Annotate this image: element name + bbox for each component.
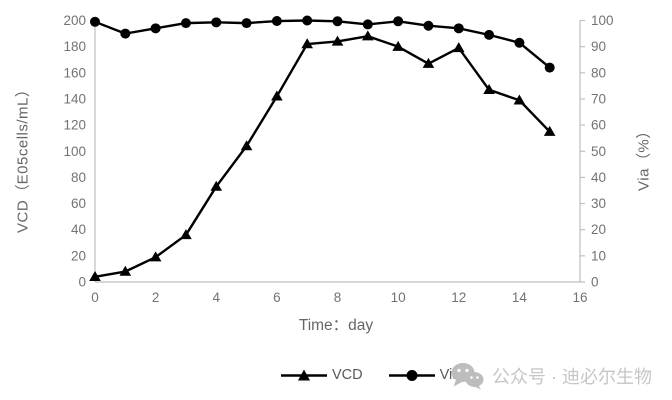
y-tick-label-left: 140: [63, 91, 86, 106]
vcd-series-line: [94, 34, 551, 278]
vcd-data-point: [452, 42, 465, 53]
x-tick-label: 2: [152, 290, 160, 305]
x-tick-label: 14: [512, 290, 528, 305]
via-data-point: [544, 62, 555, 73]
via-data-point: [241, 18, 252, 29]
y-tick-label-left: 20: [71, 248, 86, 263]
vcd-data-point: [422, 57, 435, 68]
watermark: 公众号 · 迪必尔生物: [450, 360, 672, 392]
vcd-data-point: [119, 265, 132, 276]
x-tick-label: 6: [273, 290, 281, 305]
vcd-data-point: [392, 40, 404, 51]
via-data-point: [302, 15, 313, 26]
y-tick-label-right: 30: [591, 196, 606, 211]
via-data-point: [393, 16, 404, 27]
via-series-line: [94, 19, 551, 69]
legend: VCD Via: [281, 367, 460, 383]
via-data-point: [150, 23, 161, 34]
x-tick-label: 16: [572, 290, 587, 305]
via-data-point: [90, 16, 100, 27]
y-tick-label-left: 80: [71, 170, 86, 185]
x-tick-label: 8: [334, 290, 342, 305]
via-data-point: [423, 20, 434, 31]
vcd-data-point: [483, 83, 495, 94]
y-axis-label-left: VCD（E05cells/mL）: [14, 81, 32, 234]
via-data-point: [271, 16, 282, 27]
y-tick-label-left: 100: [63, 144, 86, 159]
vcd-data-point: [543, 125, 556, 136]
vcd-data-point: [271, 90, 283, 101]
legend-via-marker-icon: [388, 369, 435, 381]
y-tick-label-right: 50: [591, 144, 606, 159]
y-tick-label-left: 200: [63, 13, 86, 28]
y-tick-label-right: 20: [591, 222, 606, 237]
y-tick-label-right: 70: [591, 91, 606, 106]
y-tick-label-right: 60: [591, 118, 606, 133]
vcd-data-point: [513, 94, 526, 105]
x-tick-label: 0: [91, 290, 99, 305]
y-tick-label-left: 180: [63, 39, 86, 54]
via-data-point: [120, 28, 131, 39]
via-data-point: [332, 16, 343, 27]
via-data-point: [484, 29, 495, 40]
y-tick-label-left: 120: [63, 118, 86, 133]
x-axis-label: Time：day: [298, 317, 374, 334]
x-tick-label: 10: [391, 290, 406, 305]
legend-vcd-marker-icon: [281, 369, 327, 380]
vcd-data-point: [180, 229, 192, 240]
vcd-data-point: [89, 270, 101, 281]
y-tick-label-right: 100: [591, 13, 614, 28]
vcd-data-point: [149, 251, 162, 262]
vcd-data-point: [210, 180, 223, 191]
legend-label-vcd: VCD: [332, 367, 363, 383]
via-data-point: [362, 19, 373, 30]
vcd-data-point: [331, 35, 344, 46]
legend-item-vcd: VCD: [281, 367, 363, 383]
vcd-data-point: [240, 140, 253, 151]
vcd-data-point: [362, 30, 374, 41]
wechat-icon: [451, 363, 484, 390]
y-tick-label-right: 40: [591, 170, 606, 185]
y-axis-label-right: Via（%）: [635, 123, 653, 192]
y-tick-label-right: 90: [591, 39, 606, 54]
x-tick-label: 4: [212, 290, 220, 305]
y-tick-label-right: 10: [591, 248, 606, 263]
x-tick-label: 12: [451, 290, 466, 305]
via-data-point: [453, 23, 464, 34]
y-tick-label-left: 0: [78, 275, 86, 290]
y-tick-label-right: 0: [591, 275, 599, 290]
watermark-text: 公众号 · 迪必尔生物: [492, 367, 652, 387]
via-data-point: [211, 17, 222, 28]
y-tick-label-left: 40: [71, 222, 86, 237]
via-data-point: [514, 37, 525, 48]
y-tick-label-left: 60: [71, 196, 86, 211]
y-tick-label-right: 80: [591, 65, 606, 80]
y-tick-label-left: 160: [63, 65, 86, 80]
vcd-data-point: [301, 38, 313, 49]
via-data-point: [180, 18, 191, 29]
